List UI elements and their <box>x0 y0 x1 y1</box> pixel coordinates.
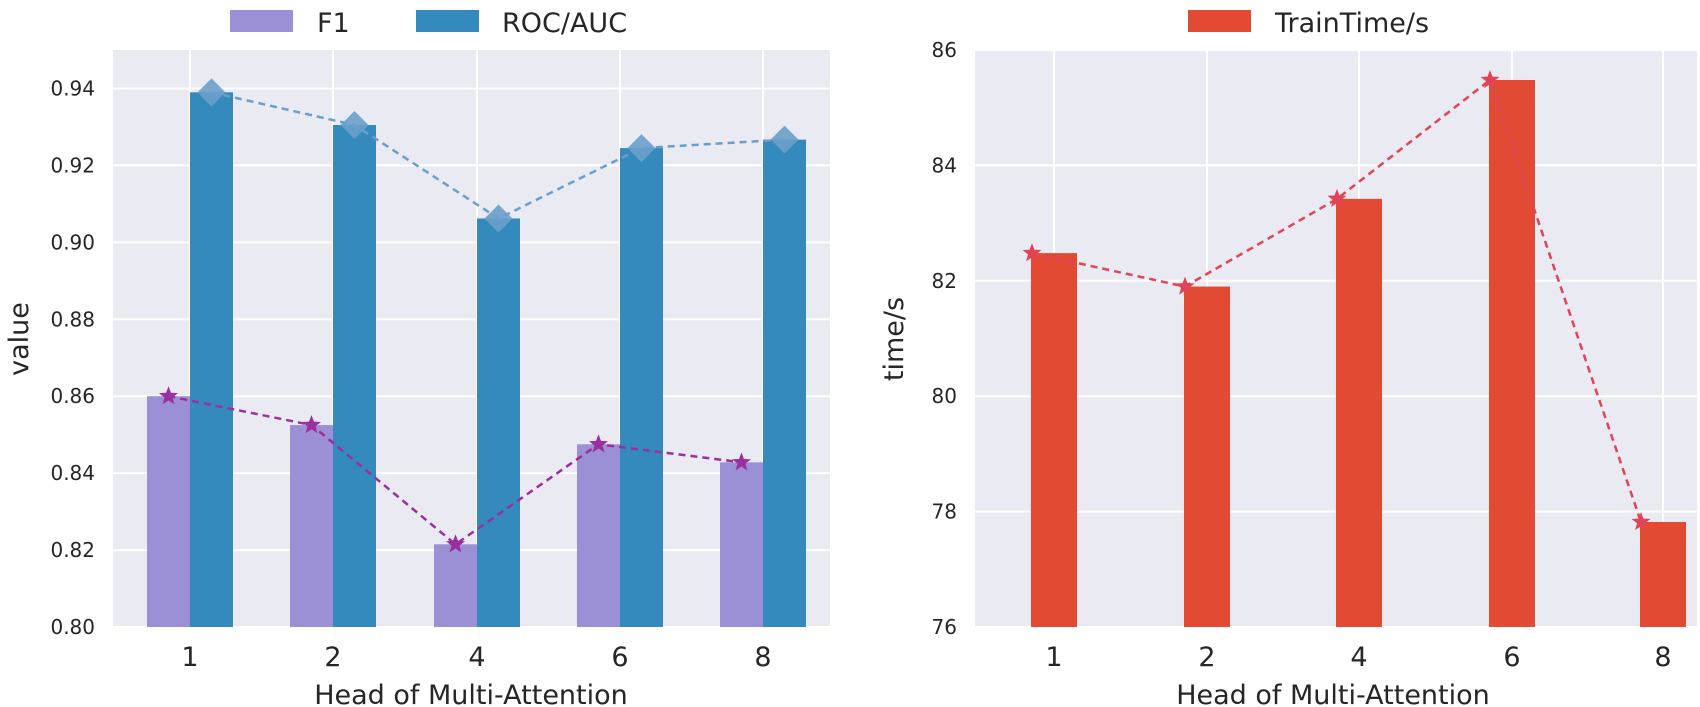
left-x-tick-label: 1 <box>181 642 198 673</box>
left-bars <box>147 92 806 628</box>
traintime-marker <box>1022 243 1042 262</box>
left-y-tick-label: 0.82 <box>50 538 95 562</box>
f1-marker <box>588 434 609 453</box>
right-chart: 76 78 80 82 84 86 1 2 4 6 8 Head of Multi-Attenti… <box>879 8 1697 707</box>
legend-swatch-traintime <box>1188 10 1251 32</box>
f1-marker <box>301 415 322 434</box>
right-y-ticks: 76 78 80 82 84 86 <box>932 38 957 639</box>
roc-auc-marker <box>770 125 799 154</box>
right-bars <box>1031 80 1686 627</box>
left-y-axis-label: value <box>4 302 35 376</box>
left-y-tick-label: 0.90 <box>50 230 95 254</box>
traintime-bar <box>1336 198 1382 627</box>
traintime-bar <box>1640 521 1686 627</box>
right-x-tick-label: 8 <box>1654 642 1671 673</box>
right-lines <box>1022 70 1651 531</box>
left-x-tick-label: 2 <box>324 642 341 673</box>
traintime-bar <box>1184 286 1230 627</box>
right-x-tick-label: 4 <box>1350 642 1367 673</box>
traintime-bar <box>1031 253 1077 627</box>
roc-auc-marker <box>340 111 369 140</box>
right-x-tick-label: 6 <box>1503 642 1520 673</box>
left-legend: F1 ROC/AUC <box>230 8 627 39</box>
left-x-axis-label: Head of Multi-Attention <box>314 680 628 707</box>
right-x-axis-label: Head of Multi-Attention <box>1176 680 1490 707</box>
left-y-tick-label: 0.86 <box>50 384 95 408</box>
right-x-tick-label: 1 <box>1045 642 1062 673</box>
right-y-tick-label: 82 <box>932 269 957 293</box>
left-x-tick-label: 4 <box>468 642 485 673</box>
right-legend: TrainTime/s <box>1188 8 1429 39</box>
roc-auc-marker <box>484 204 513 233</box>
roc-auc-bar <box>620 148 663 627</box>
roc-auc-bar <box>477 218 520 627</box>
left-y-tick-label: 0.80 <box>50 615 95 639</box>
f1-bar <box>290 425 333 627</box>
traintime-marker <box>1631 511 1651 531</box>
f1-bar <box>147 396 190 627</box>
left-x-tick-label: 8 <box>754 642 771 673</box>
legend-label-traintime: TrainTime/s <box>1274 8 1429 39</box>
f1-marker <box>158 386 179 405</box>
right-x-tick-label: 2 <box>1198 642 1215 673</box>
right-y-tick-label: 80 <box>932 384 957 408</box>
f1-trend-line <box>168 394 742 546</box>
roc-auc-marker <box>627 134 656 163</box>
f1-marker <box>445 534 466 553</box>
right-x-ticks: 1 2 4 6 8 <box>1045 642 1671 673</box>
traintime-marker <box>1480 70 1500 89</box>
right-y-tick-label: 76 <box>932 615 957 639</box>
left-lines <box>158 78 799 553</box>
traintime-marker <box>1327 188 1347 207</box>
left-chart: 0.80 0.82 0.84 0.86 0.88 0.90 0.92 0.94 1 2 4 6 8 H… <box>4 8 830 707</box>
f1-marker <box>731 452 752 471</box>
right-y-axis-label: time/s <box>879 297 910 381</box>
traintime-bar <box>1489 80 1535 627</box>
legend-swatch-f1 <box>230 10 293 32</box>
left-x-tick-label: 6 <box>611 642 628 673</box>
left-y-tick-label: 0.94 <box>50 76 95 100</box>
left-y-tick-label: 0.88 <box>50 307 95 331</box>
traintime-marker <box>1175 276 1195 295</box>
legend-swatch-roc-auc <box>416 10 479 32</box>
roc-auc-marker <box>197 78 226 107</box>
left-x-ticks: 1 2 4 6 8 <box>181 642 771 673</box>
legend-label-roc-auc: ROC/AUC <box>502 8 627 39</box>
roc-auc-bar <box>333 125 376 627</box>
roc-auc-bar <box>763 139 806 628</box>
f1-bar <box>720 462 763 627</box>
legend-label-f1: F1 <box>317 8 350 39</box>
right-y-tick-label: 78 <box>932 500 957 524</box>
right-y-tick-label: 84 <box>932 153 957 177</box>
right-y-tick-label: 86 <box>932 38 957 62</box>
left-y-ticks: 0.80 0.82 0.84 0.86 0.88 0.90 0.92 0.94 <box>50 76 95 639</box>
left-y-tick-label: 0.84 <box>50 461 95 485</box>
f1-bar <box>434 544 477 627</box>
f1-bar <box>577 444 620 627</box>
left-y-tick-label: 0.92 <box>50 153 95 177</box>
roc-auc-bar <box>190 92 233 627</box>
